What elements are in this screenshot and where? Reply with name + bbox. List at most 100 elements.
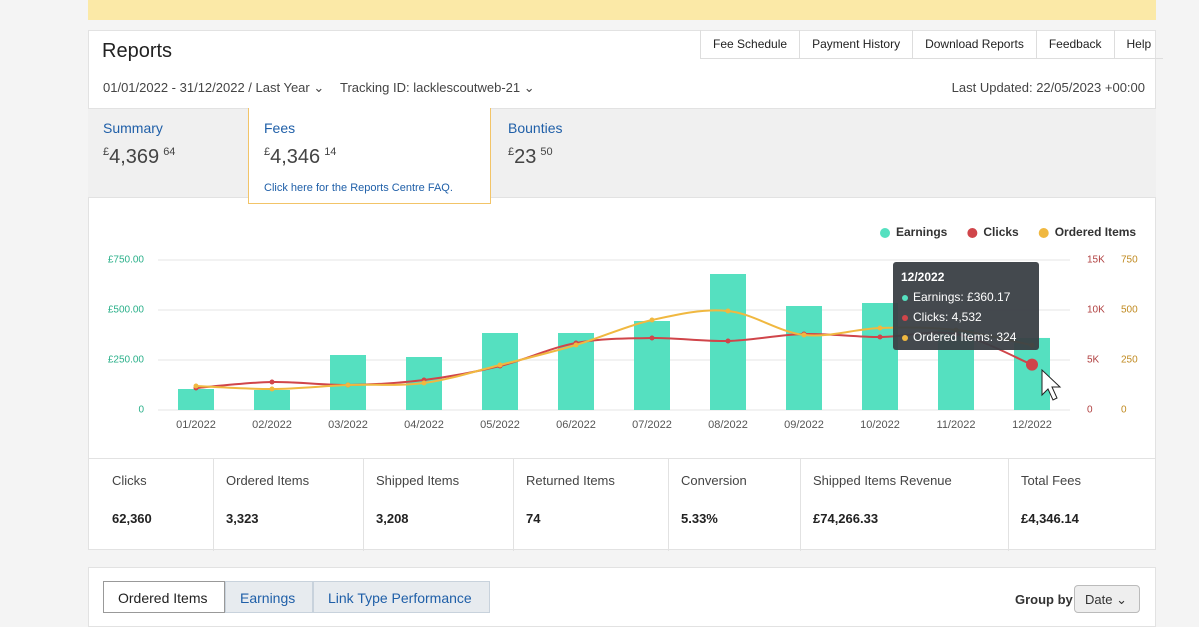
tick-label: 250: [1121, 355, 1138, 366]
legend-swatch: [1038, 228, 1049, 238]
page: {"header": {"title": "Reports", "tabs": …: [88, 0, 1164, 627]
fraction: 50: [540, 146, 553, 158]
bar: [178, 389, 214, 410]
x-tick-label: 04/2022: [404, 419, 444, 431]
legend-swatch: [967, 228, 978, 238]
stat-name: Returned Items: [526, 473, 615, 488]
x-tick-label: 12/2022: [1012, 419, 1052, 431]
x-tick-label: 02/2022: [252, 419, 292, 431]
legend-label: Earnings: [896, 225, 948, 239]
stat: Returned Items 74: [513, 459, 668, 551]
tick-label: 10K: [1087, 305, 1105, 316]
tracking-id[interactable]: Tracking ID: lacklescoutweb-21 ⌄: [340, 80, 535, 95]
stat-name: Total Fees: [1021, 473, 1081, 488]
point: [269, 379, 275, 385]
fraction: 14: [324, 146, 337, 158]
tab[interactable]: Fee Schedule: [700, 30, 799, 58]
summary-name: Fees: [264, 120, 296, 136]
tooltip-dot: [902, 295, 908, 301]
tick-label: £500.00: [108, 305, 145, 316]
point: [649, 335, 655, 341]
point: [497, 362, 503, 368]
whole: 4,369: [109, 146, 160, 168]
page-title: Reports: [102, 40, 173, 62]
currency: £: [103, 146, 110, 158]
tick-label: 750: [1121, 255, 1138, 266]
whole: 4,346: [270, 146, 321, 168]
x-tick-label: 03/2022: [328, 419, 368, 431]
point: [725, 308, 731, 314]
bottom-tab[interactable]: Link Type Performance: [313, 581, 490, 613]
point: [725, 338, 731, 344]
stat: Shipped Items 3,208: [363, 459, 513, 551]
last-updated: Last Updated: 22/05/2023 +00:00: [951, 80, 1145, 95]
faq-link[interactable]: Click here for the Reports Centre FAQ.: [264, 182, 453, 194]
date-range[interactable]: 01/01/2022 - 31/12/2022 / Last Year ⌄: [103, 80, 325, 95]
tooltip-line: Ordered Items: 324: [913, 330, 1017, 344]
stat: Total Fees £4,346.14: [1008, 459, 1156, 551]
tick-label: 0: [1087, 405, 1093, 416]
x-tick-label: 08/2022: [708, 419, 748, 431]
point: [877, 334, 883, 340]
bottom-tab[interactable]: Earnings: [225, 581, 313, 613]
tooltip-dot: [902, 315, 908, 321]
tab[interactable]: Help: [1113, 30, 1164, 58]
whole: 23: [514, 146, 537, 168]
x-tick-label: 06/2022: [556, 419, 596, 431]
x-tick-label: 10/2022: [860, 419, 900, 431]
stat-name: Shipped Items Revenue: [813, 473, 952, 488]
x-tick-label: 05/2022: [480, 419, 520, 431]
header-tabs: Fee Schedule Payment History Download Re…: [700, 30, 1164, 59]
tick-label: 5K: [1087, 355, 1100, 366]
tooltip-line: Clicks: 4,532: [913, 310, 982, 324]
point: [649, 317, 655, 323]
stat-name: Clicks: [112, 473, 147, 488]
group-by-select[interactable]: Date ⌄: [1074, 585, 1140, 613]
tab[interactable]: Download Reports: [912, 30, 1036, 58]
tooltip: 12/2022 Earnings: £360.17 Clicks: 4,532 Ord…: [893, 262, 1039, 350]
legend-swatch: [880, 228, 890, 238]
line: [195, 309, 1033, 391]
bar: [862, 303, 898, 410]
tracking-text: Tracking ID: lacklescoutweb-21: [340, 80, 521, 95]
stat-value: 3,208: [376, 511, 409, 526]
legend-label: Ordered Items: [1055, 225, 1137, 239]
stats-row: Clicks 62,360 Ordered Items 3,323 Shipped It…: [88, 458, 1156, 551]
tick-label: 0: [1121, 405, 1127, 416]
summary-value: £4,369 64: [103, 146, 175, 169]
stat: Conversion 5.33%: [668, 459, 800, 551]
point: [877, 325, 883, 331]
stat-name: Ordered Items: [226, 473, 310, 488]
point: [193, 383, 199, 389]
tooltip-dot: [902, 335, 908, 341]
tooltip-box: [893, 262, 1039, 350]
stat: Shipped Items Revenue £74,266.33: [800, 459, 1008, 551]
bottom-tab[interactable]: Ordered Items: [103, 581, 225, 613]
point: [573, 342, 579, 348]
notice-banner: [88, 0, 1156, 20]
tick-label: 15K: [1087, 255, 1105, 266]
bar: [786, 306, 822, 410]
legend-label: Clicks: [983, 225, 1019, 239]
currency: £: [508, 146, 515, 158]
stat-value: £4,346.14: [1021, 511, 1079, 526]
point: [421, 380, 427, 386]
currency: £: [264, 146, 271, 158]
tooltip-title: 12/2022: [901, 270, 945, 284]
summary-value: £4,346 14: [264, 146, 336, 169]
stat-value: 74: [526, 511, 541, 526]
chart: 0 £250.00 £500.00 £750.00 0 5K 10K 15K 0 250 500 75…: [108, 225, 1138, 431]
point: [1026, 358, 1038, 371]
bar: [254, 390, 290, 410]
stat-name: Shipped Items: [376, 473, 460, 488]
fees-panel: [248, 108, 491, 204]
point: [801, 332, 807, 338]
tab[interactable]: Payment History: [799, 30, 912, 58]
x-tick-label: 11/2022: [937, 419, 976, 431]
point: [269, 386, 275, 392]
tick-label: £750.00: [108, 255, 145, 266]
group-by-label: Group by: [1015, 592, 1073, 607]
x-tick-label: 01/2022: [176, 419, 216, 431]
tab[interactable]: Feedback: [1035, 30, 1114, 58]
summary-name: Bounties: [508, 120, 563, 136]
